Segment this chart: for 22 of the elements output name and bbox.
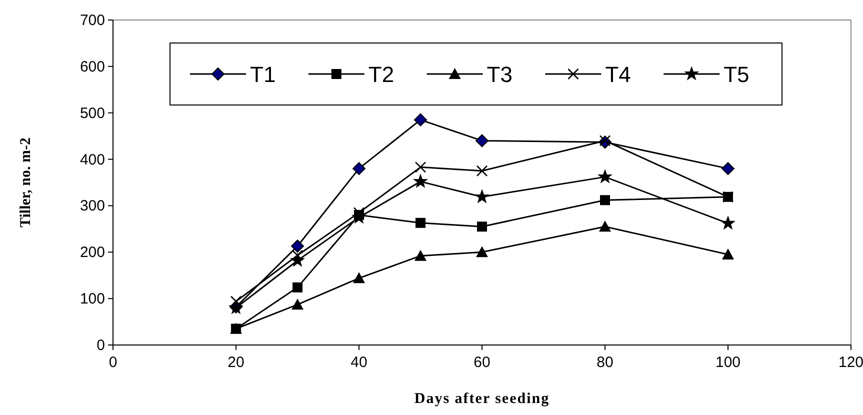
x-tick-label: 120	[838, 354, 863, 371]
x-tick-label: 100	[715, 354, 741, 371]
y-tick-label: 600	[80, 58, 105, 76]
x-tick-label: 60	[474, 354, 490, 371]
y-tick-label: 0	[96, 337, 105, 354]
x-tick-label: 40	[350, 354, 368, 371]
legend-label: T3	[486, 62, 512, 87]
x-axis-title: Days after seeding	[414, 391, 550, 407]
y-tick-label: 300	[80, 198, 105, 215]
y-axis-title: Tiller, no. m-2	[18, 137, 34, 228]
legend-label: T2	[368, 62, 394, 87]
y-tick-label: 400	[80, 151, 105, 168]
y-tick-label: 200	[80, 244, 105, 262]
legend-label: T5	[724, 62, 750, 87]
x-tick-label: 0	[108, 354, 118, 371]
y-tick-label: 700	[80, 12, 105, 29]
legend-label: T4	[605, 62, 631, 87]
legend-label: T1	[250, 62, 276, 87]
x-tick-label: 20	[228, 354, 244, 371]
y-tick-label: 500	[80, 104, 105, 122]
x-tick-label: 80	[596, 354, 614, 371]
y-tick-label: 100	[80, 290, 105, 308]
